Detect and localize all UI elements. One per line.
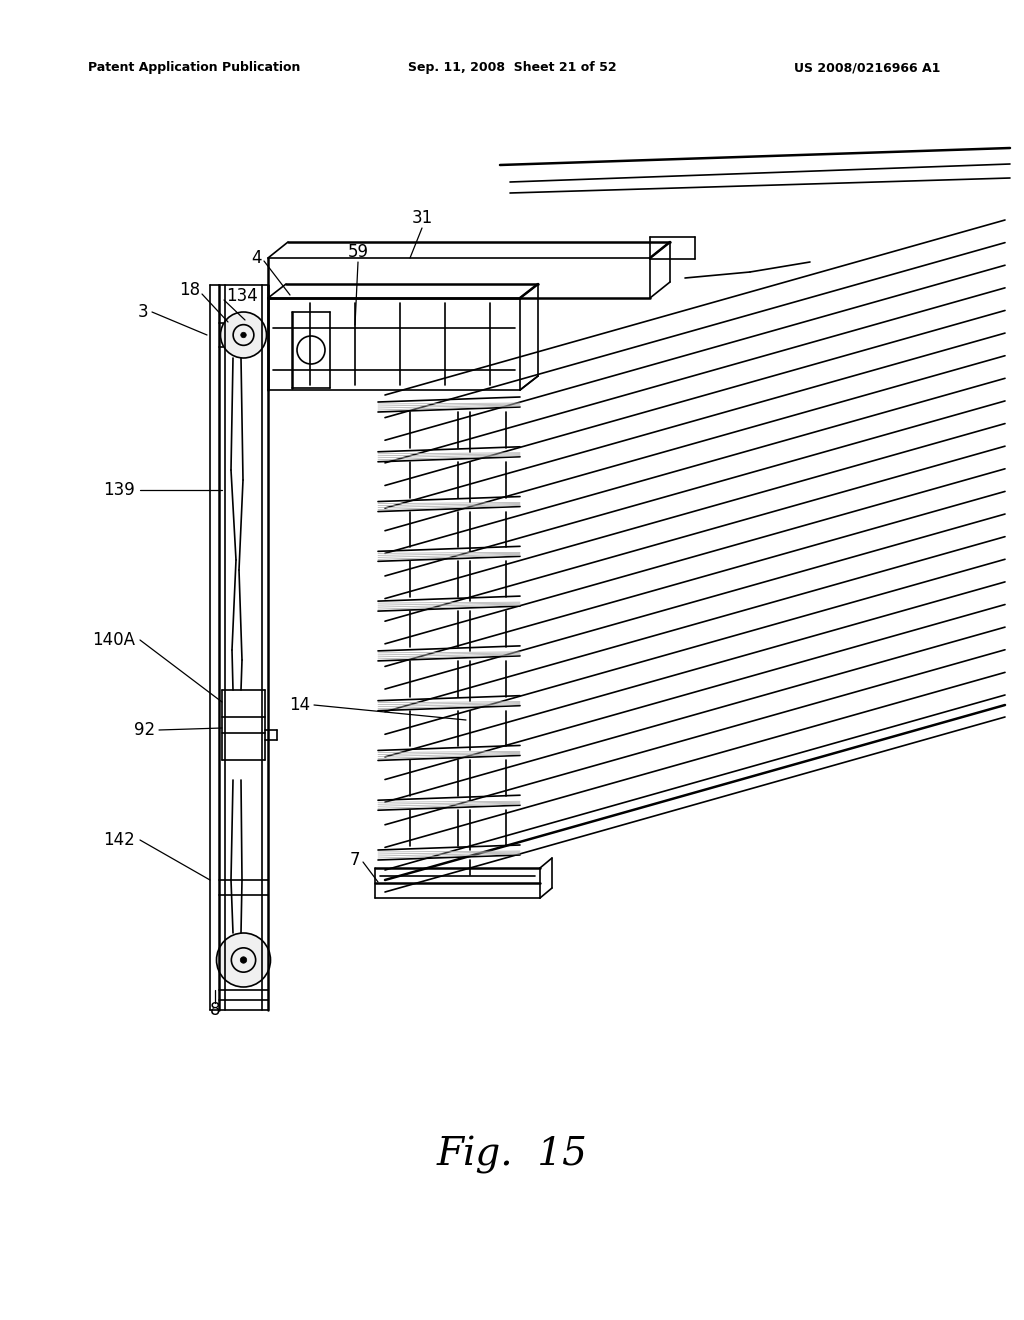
Text: Patent Application Publication: Patent Application Publication: [88, 62, 300, 74]
Text: 139: 139: [103, 480, 135, 499]
Circle shape: [216, 933, 270, 987]
Text: Fig.  15: Fig. 15: [436, 1137, 588, 1173]
Text: Sep. 11, 2008  Sheet 21 of 52: Sep. 11, 2008 Sheet 21 of 52: [408, 62, 616, 74]
Text: 140A: 140A: [92, 631, 135, 649]
Text: US 2008/0216966 A1: US 2008/0216966 A1: [794, 62, 940, 74]
Text: 18: 18: [179, 281, 200, 300]
Circle shape: [220, 312, 266, 358]
Text: 134: 134: [226, 286, 258, 305]
Text: 92: 92: [134, 721, 155, 739]
Text: 8: 8: [210, 1001, 220, 1019]
Text: 14: 14: [289, 696, 310, 714]
Text: 4: 4: [252, 249, 262, 267]
Text: 142: 142: [103, 832, 135, 849]
Circle shape: [241, 957, 247, 964]
Text: 7: 7: [349, 851, 360, 869]
Text: 31: 31: [412, 209, 432, 227]
Circle shape: [241, 333, 246, 338]
Text: 59: 59: [347, 243, 369, 261]
Text: 3: 3: [137, 304, 148, 321]
